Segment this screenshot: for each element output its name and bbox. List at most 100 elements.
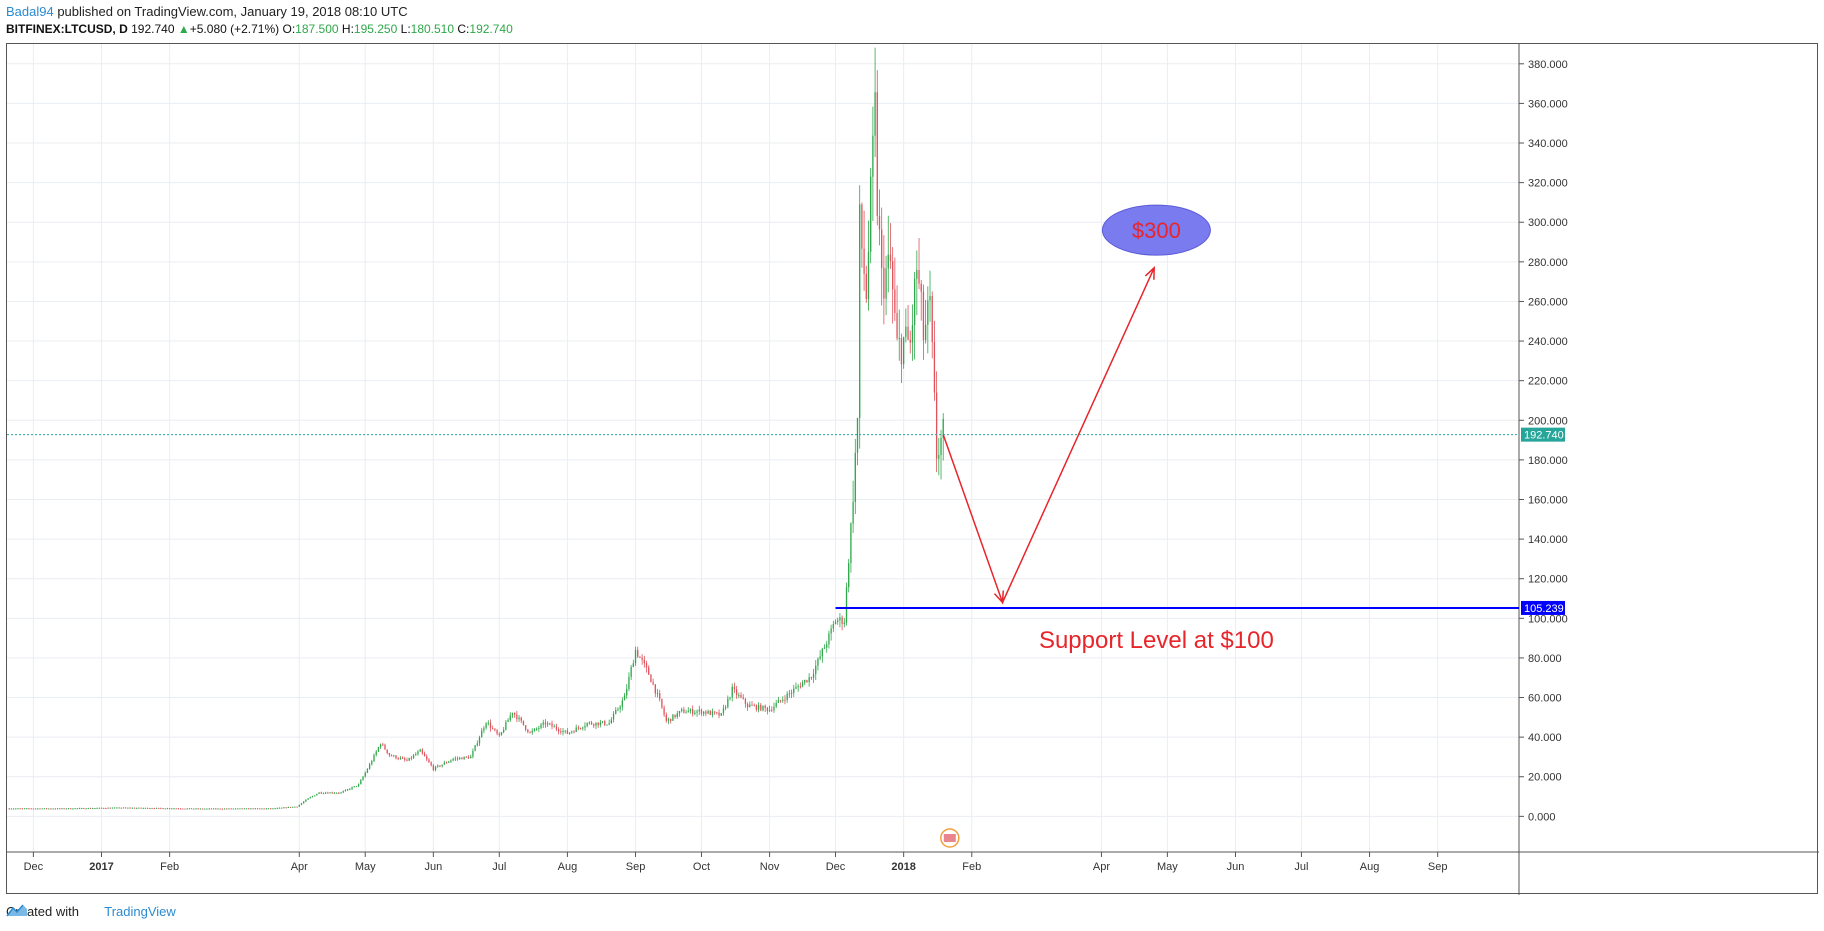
candle-body [799,686,802,688]
candle-body [287,807,289,809]
y-tick-label: 0.000 [1528,811,1556,823]
candle-body [557,729,560,732]
candle-body [771,709,773,711]
symbol-info: BITFINEX:LTCUSD, D 192.740 ▲+5.080 (+2.7… [6,22,513,36]
price-chart[interactable]: 0.000 20.000 40.000 60.000 80.000 100.000 120.… [7,44,1819,895]
x-tick-label: Jul [1294,861,1308,873]
candle-body [61,808,63,810]
candle-body [248,808,250,810]
candle-body [404,758,406,760]
y-tick-label: 220.000 [1528,376,1568,388]
candle-body [230,808,232,810]
candle-body [366,769,369,773]
candle-body [63,808,65,810]
candle-body [819,656,821,659]
candle-body [243,808,246,810]
candle-body [487,722,489,724]
candle-body [338,792,340,794]
candle-body [606,724,608,726]
candle-body [342,791,344,793]
candle-body [474,745,476,751]
candle-body [562,730,564,733]
chart-header: Badal94 published on TradingView.com, Ja… [6,0,1824,42]
candle-body [595,722,597,726]
candle-body [538,727,540,729]
tradingview-link[interactable]: TradingView [104,904,176,919]
candle-body [296,806,298,808]
candle-body [852,501,854,524]
candle-body [815,665,817,675]
candle-body [483,728,485,731]
candle-body [140,807,142,809]
candle-body [918,270,920,284]
candle-body [379,744,382,748]
candle-body [292,806,294,808]
low-value: 180.510 [410,22,455,36]
candle-body [711,711,714,715]
candle-body [729,697,731,699]
candle-body [441,764,443,767]
chart-area[interactable]: 0.000 20.000 40.000 60.000 80.000 100.000 120.… [6,43,1819,895]
candle-body [15,808,17,810]
open-value: 187.500 [295,22,339,36]
candle-body [742,697,744,699]
candle-body [676,713,678,718]
candle-body [859,204,861,418]
candle-body [360,780,362,785]
candle-body [329,792,331,794]
candle-body [241,808,243,810]
candle-body [601,721,604,723]
open-label: O: [282,22,296,36]
candle-body [346,789,349,791]
candle-body [577,727,580,729]
candle-body [698,709,700,712]
candle-body [254,808,256,810]
candle-body [448,761,450,763]
candle-body [731,686,733,698]
candle-body [854,452,856,502]
x-tick-label: 2017 [89,861,113,873]
candle-body [364,772,366,777]
candle-body [933,341,936,393]
candle-body [318,792,320,794]
x-tick-label: May [355,861,376,873]
candle-body [67,808,70,810]
publish-info: Badal94 published on TradingView.com, Ja… [6,4,408,19]
candle-body [720,713,722,716]
x-tick-label: Oct [693,861,710,873]
candle-body [652,682,654,685]
candle-body [498,733,500,736]
candle-body [793,688,795,693]
candle-body [522,720,525,726]
candle-body [654,684,656,694]
candle-body [621,700,624,707]
candle-body [316,793,318,796]
candle-body [56,808,59,810]
candle-body [37,808,39,810]
candle-body [351,787,353,790]
x-tick-label: Sep [1428,861,1448,873]
candle-body [252,808,254,810]
candle-body [157,807,160,809]
candle-body [667,718,670,721]
candle-body [588,722,591,724]
candle-body [542,722,544,725]
candle-body [428,759,430,763]
candle-body [571,731,573,733]
candle-body [153,808,155,810]
candle-body [375,751,377,755]
candle-body [735,689,738,696]
y-tick-label: 340.000 [1528,138,1568,150]
x-tick-label: 2018 [891,861,915,873]
candle-body [645,663,648,668]
candle-body [439,765,441,767]
y-tick-label: 80.000 [1528,653,1562,665]
candle-body [300,803,303,805]
candle-body [900,337,903,365]
candle-body [263,808,265,810]
candle-body [760,704,762,711]
author-link[interactable]: Badal94 [6,4,54,19]
candle-body [228,808,230,810]
y-tick-label: 40.000 [1528,732,1562,744]
candle-body [98,807,100,809]
